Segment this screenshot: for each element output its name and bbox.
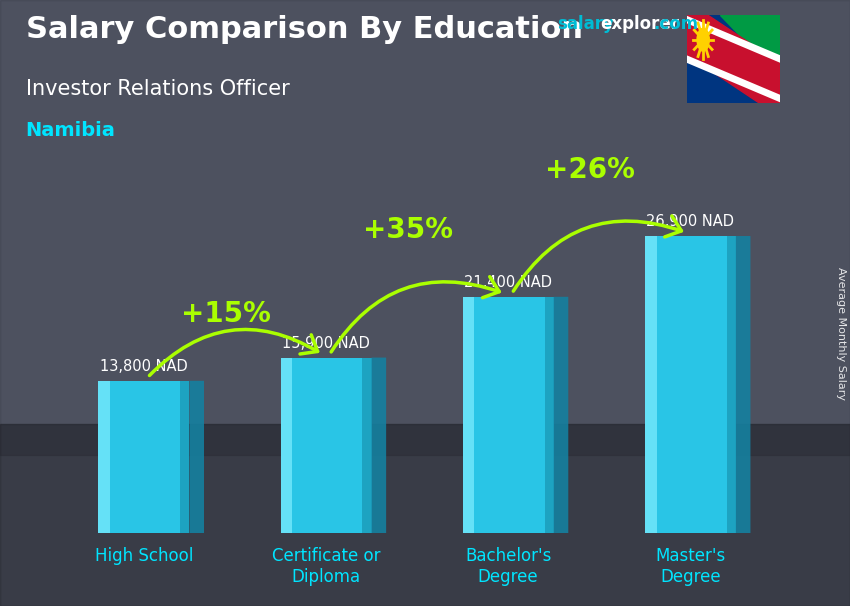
Bar	[280, 358, 371, 533]
Bar	[99, 381, 190, 533]
Bar	[99, 381, 110, 533]
FancyArrowPatch shape	[513, 216, 682, 291]
Bar	[727, 236, 736, 533]
Text: Namibia: Namibia	[26, 121, 116, 140]
Polygon shape	[190, 381, 204, 533]
Text: +15%: +15%	[181, 300, 271, 328]
Text: explorer: explorer	[600, 15, 679, 33]
Polygon shape	[736, 236, 751, 533]
FancyArrowPatch shape	[150, 330, 318, 376]
Bar	[645, 236, 656, 533]
Text: 15,900 NAD: 15,900 NAD	[282, 336, 370, 351]
Bar	[645, 236, 736, 533]
Text: salary: salary	[557, 15, 614, 33]
Bar	[462, 297, 553, 533]
FancyArrowPatch shape	[332, 277, 499, 352]
Text: Investor Relations Officer: Investor Relations Officer	[26, 79, 289, 99]
Bar	[462, 297, 474, 533]
Text: Average Monthly Salary: Average Monthly Salary	[836, 267, 846, 400]
Text: 26,900 NAD: 26,900 NAD	[646, 215, 734, 230]
Text: 13,800 NAD: 13,800 NAD	[100, 359, 188, 374]
Bar	[362, 358, 371, 533]
Circle shape	[697, 28, 709, 51]
Bar	[280, 358, 292, 533]
Bar	[180, 381, 190, 533]
Polygon shape	[553, 297, 569, 533]
Text: .com: .com	[654, 15, 699, 33]
Text: Salary Comparison By Education: Salary Comparison By Education	[26, 15, 582, 44]
Bar	[545, 297, 553, 533]
Text: +35%: +35%	[363, 216, 453, 244]
Text: 21,400 NAD: 21,400 NAD	[464, 275, 552, 290]
Polygon shape	[371, 358, 386, 533]
Polygon shape	[687, 15, 780, 103]
Polygon shape	[719, 15, 780, 76]
Text: +26%: +26%	[545, 156, 635, 184]
Circle shape	[700, 32, 707, 47]
